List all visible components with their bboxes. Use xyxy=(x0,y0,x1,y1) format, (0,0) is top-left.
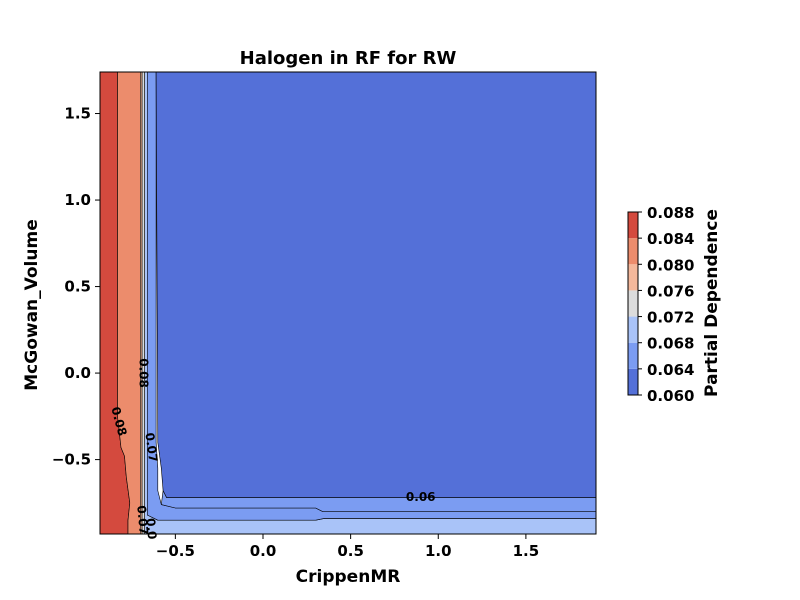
contour-region-7 xyxy=(161,490,596,512)
x-tick-label: 0.5 xyxy=(337,542,364,560)
y-tick-label: 1.0 xyxy=(64,191,91,209)
colorbar-tick-label: 0.068 xyxy=(647,335,694,353)
colorbar-band-4 xyxy=(628,264,638,291)
colorbar-tick-label: 0.088 xyxy=(647,204,694,222)
colorbar-tick-label: 0.076 xyxy=(647,282,694,300)
y-tick-label: 1.5 xyxy=(64,105,91,123)
chart-title: Halogen in RF for RW xyxy=(240,48,457,69)
x-axis: −0.5 0.0 0.5 1.0 1.5 xyxy=(156,534,539,560)
x-tick-label: 1.0 xyxy=(425,542,452,560)
contour-region-6 xyxy=(155,72,596,499)
colorbar: 0.060 0.064 0.068 0.072 0.076 0.080 0.084 0.088 xyxy=(627,204,694,405)
contour-region-2 xyxy=(140,72,143,534)
contour-label-3: 0.06 xyxy=(406,490,436,504)
colorbar-band-6 xyxy=(628,212,638,239)
contour-region-3 xyxy=(141,72,145,534)
colorbar-tick-label: 0.084 xyxy=(647,230,694,248)
x-tick-label: −0.5 xyxy=(156,542,195,560)
contour-label-5: 0.0 xyxy=(143,518,159,540)
contour-label-1: 0.08 xyxy=(136,358,150,388)
contour-label-4: 0.07 xyxy=(134,505,151,536)
contour-label-2: 0.07 xyxy=(142,432,160,463)
y-tick-label: 0.0 xyxy=(64,364,91,382)
x-tick-label: 1.5 xyxy=(513,542,540,560)
colorbar-frame xyxy=(627,211,639,396)
colorbar-band-5 xyxy=(628,238,638,265)
colorbar-tick-label: 0.072 xyxy=(647,309,694,327)
x-tick-label: 0.0 xyxy=(250,542,277,560)
colorbar-label: Partial Dependence xyxy=(702,209,722,397)
colorbar-band-1 xyxy=(628,342,638,369)
plot-area: 0.080.080.070.060.070.0 xyxy=(99,71,597,540)
y-tick-label: −0.5 xyxy=(52,451,91,469)
colorbar-band-2 xyxy=(628,316,638,343)
colorbar-band-3 xyxy=(628,290,638,317)
y-axis: −0.5 0.0 0.5 1.0 1.5 xyxy=(52,105,100,469)
colorbar-band-0 xyxy=(628,368,638,395)
x-axis-label: CrippenMR xyxy=(296,567,401,587)
colorbar-tick-label: 0.080 xyxy=(647,256,694,274)
y-axis-label: McGowan_Volume xyxy=(22,219,42,391)
colorbar-tick-label: 0.064 xyxy=(647,361,694,379)
plot-frame xyxy=(99,71,597,535)
y-tick-label: 0.5 xyxy=(64,278,91,296)
colorbar-tick-label: 0.060 xyxy=(647,387,694,405)
